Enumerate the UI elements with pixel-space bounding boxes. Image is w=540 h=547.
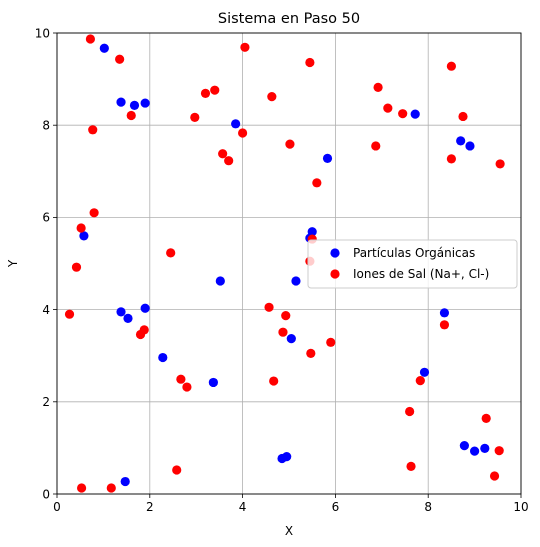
salt-ion-point: [264, 302, 274, 312]
y-tick-label: 10: [35, 26, 50, 40]
data-points: [64, 34, 505, 493]
y-axis-label: Y: [6, 259, 20, 268]
organic-particle-point: [231, 119, 241, 129]
salt-ion-point: [495, 159, 505, 169]
salt-ion-point: [126, 110, 136, 121]
organic-particle-point: [99, 43, 109, 53]
x-tick-label: 0: [53, 500, 61, 514]
salt-ion-point: [166, 248, 176, 258]
salt-ion-point: [106, 483, 116, 493]
salt-ion-point: [200, 88, 211, 98]
salt-ion-point: [115, 54, 125, 64]
salt-ion-point: [218, 149, 228, 159]
legend-box: [307, 239, 518, 289]
y-tick-label: 0: [42, 487, 50, 501]
legend-marker-organic: [330, 248, 340, 258]
organic-particle-point: [140, 98, 150, 108]
salt-ion-point: [278, 327, 288, 337]
organic-particle-point: [470, 446, 480, 456]
salt-ion-point: [76, 223, 86, 233]
salt-ion-point: [85, 34, 96, 44]
organic-particle-point: [282, 452, 292, 462]
salt-ion-point: [269, 376, 279, 386]
salt-ion-point: [312, 178, 322, 188]
salt-ion-point: [405, 406, 415, 417]
y-tick-label: 6: [42, 211, 50, 225]
grid-lines: [56, 32, 522, 495]
y-tick-label: 8: [42, 119, 50, 133]
salt-ion-point: [64, 309, 75, 319]
x-axis-label: X: [285, 524, 293, 538]
x-tick-label: 2: [146, 500, 154, 514]
salt-ion-point: [182, 382, 192, 392]
salt-ion-point: [224, 156, 234, 166]
organic-particle-point: [465, 141, 475, 151]
salt-ion-point: [446, 154, 456, 164]
legend-marker-salt-ions: [330, 269, 340, 279]
salt-ion-point: [76, 483, 87, 493]
legend-label-organic: Partículas Orgánicas: [353, 246, 475, 260]
salt-ion-point: [398, 109, 408, 119]
organic-particle-point: [158, 352, 168, 363]
x-tick-label: 8: [424, 500, 432, 514]
salt-ion-point: [305, 57, 315, 68]
salt-ion-point: [71, 262, 82, 272]
organic-particle-point: [286, 334, 296, 344]
organic-particle-point: [419, 367, 430, 377]
x-tick-label: 4: [239, 500, 247, 514]
chart-title: Sistema en Paso 50: [218, 11, 360, 27]
salt-ion-point: [439, 320, 450, 330]
salt-ion-point: [406, 461, 416, 471]
organic-particle-point: [410, 109, 420, 119]
salt-ion-point: [373, 82, 383, 92]
salt-ion-point: [210, 85, 220, 95]
y-tick-label: 4: [42, 303, 50, 317]
salt-ion-point: [489, 471, 500, 481]
organic-particle-point: [439, 308, 450, 318]
salt-ion-point: [89, 208, 99, 218]
salt-ion-point: [281, 310, 291, 321]
organic-particle-point: [456, 136, 466, 146]
salt-ion-point: [458, 111, 468, 122]
organic-particle-point: [140, 303, 150, 313]
organic-particle-point: [116, 97, 126, 107]
organic-particle-point: [116, 307, 126, 317]
organic-particle-point: [480, 443, 490, 453]
legend-label-salt-ions: Iones de Sal (Na+, Cl-): [353, 267, 489, 281]
organic-particle-point: [208, 377, 218, 388]
salt-ion-point: [176, 374, 186, 384]
x-tick-label: 10: [513, 500, 528, 514]
organic-particle-point: [291, 276, 301, 286]
salt-ion-point: [415, 375, 425, 386]
axis-ticks: 0 2 4 6 8 10 0 2 4 6 8 10: [35, 26, 529, 514]
organic-particle-point: [215, 276, 225, 286]
x-tick-label: 6: [332, 500, 340, 514]
salt-ion-point: [267, 92, 277, 102]
salt-ion-point: [481, 413, 491, 423]
salt-ion-point: [326, 337, 336, 347]
salt-ion-point: [88, 125, 98, 135]
salt-ion-point: [172, 465, 182, 475]
organic-particle-point: [459, 440, 469, 451]
salt-ion-point: [383, 103, 393, 113]
y-tick-label: 2: [42, 395, 50, 409]
salt-ion-point: [285, 139, 295, 149]
organic-particle-point: [123, 313, 133, 323]
salt-ion-point: [446, 61, 456, 71]
salt-ion-point: [190, 112, 200, 122]
organic-particle-point: [129, 100, 140, 110]
organic-particle-point: [120, 476, 130, 487]
organic-particle-point: [322, 153, 333, 163]
salt-ion-point: [240, 42, 250, 52]
salt-ion-point: [371, 141, 381, 151]
salt-ion-point: [494, 446, 504, 456]
salt-ion-point: [135, 329, 146, 340]
salt-ion-point: [238, 128, 248, 138]
organic-particle-point: [79, 231, 89, 241]
plot-area-frame: [56, 32, 522, 495]
salt-ion-point: [306, 348, 316, 358]
legend: Partículas Orgánicas Iones de Sal (Na+, …: [307, 239, 518, 289]
